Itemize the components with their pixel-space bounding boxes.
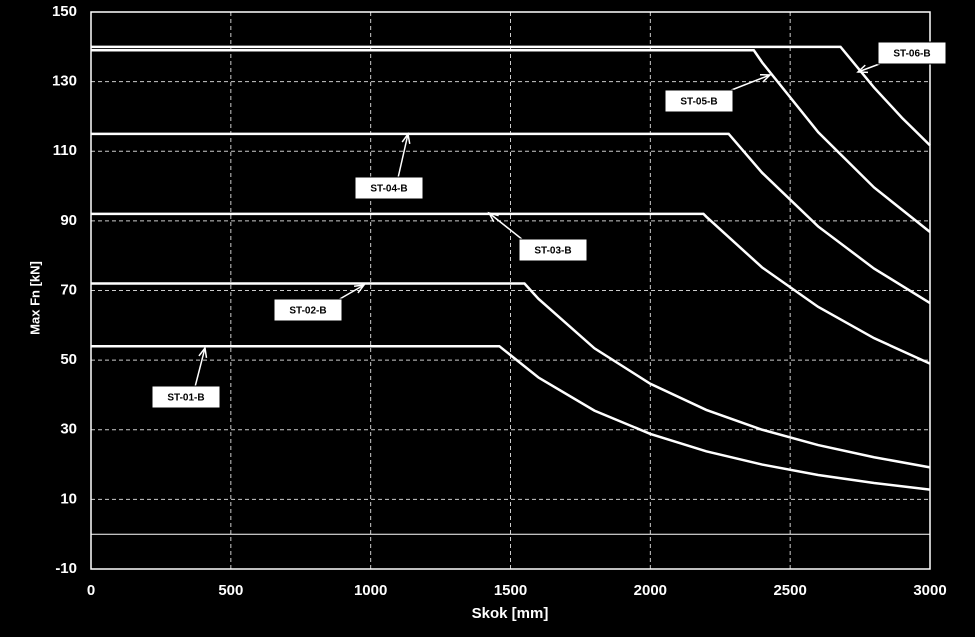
x-axis-title: Skok [mm] (472, 605, 549, 622)
series-label: ST-02-B (289, 306, 326, 317)
series-line (91, 45, 931, 147)
series-label: ST-03-B (534, 246, 571, 257)
callout-arrowhead (198, 346, 208, 359)
callout-box (664, 89, 734, 113)
callout-arrow (194, 347, 206, 388)
x-tick-label: 3000 (913, 582, 946, 599)
callout-box (518, 238, 588, 262)
plot-border (90, 11, 931, 570)
callout-box (877, 41, 947, 65)
x-tick-label: 0 (87, 582, 95, 599)
callout-arrowhead (353, 284, 366, 294)
callout-arrowhead (401, 132, 411, 144)
callout-arrowhead (856, 64, 869, 74)
y-tick-label: 10 (60, 490, 77, 507)
series-line (91, 49, 931, 233)
callout-arrowhead (759, 73, 772, 83)
y-tick-label: 110 (53, 142, 77, 159)
series-label: ST-01-B (167, 393, 204, 404)
callout-arrowhead (487, 211, 499, 223)
callout-arrow (728, 74, 771, 92)
y-axis-title: Max Fn [kN] (27, 261, 42, 335)
callout-box (354, 176, 424, 200)
y-tick-label: 150 (52, 3, 77, 20)
callout-box (273, 298, 343, 322)
y-tick-label: -10 (55, 560, 77, 577)
series-line (91, 132, 931, 305)
series-line (91, 212, 931, 365)
y-tick-label: 50 (60, 351, 77, 368)
series-label: ST-04-B (370, 184, 407, 195)
y-tick-label: 130 (52, 73, 77, 90)
series-label: ST-06-B (893, 49, 930, 60)
x-tick-label: 500 (218, 582, 243, 599)
y-tick-label: 70 (60, 281, 77, 298)
x-tick-label: 1000 (354, 582, 387, 599)
callout-box (151, 385, 221, 409)
series-label: ST-05-B (680, 97, 717, 108)
series-line (91, 282, 931, 469)
x-tick-label: 2500 (773, 582, 806, 599)
callout-arrow (337, 284, 365, 301)
y-tick-label: 90 (60, 212, 77, 229)
x-tick-label: 2000 (634, 582, 667, 599)
x-tick-label: 1500 (494, 582, 527, 599)
y-tick-label: 30 (60, 421, 77, 438)
series-line (91, 344, 931, 491)
callout-arrow (397, 133, 409, 179)
callout-arrow (488, 212, 524, 241)
